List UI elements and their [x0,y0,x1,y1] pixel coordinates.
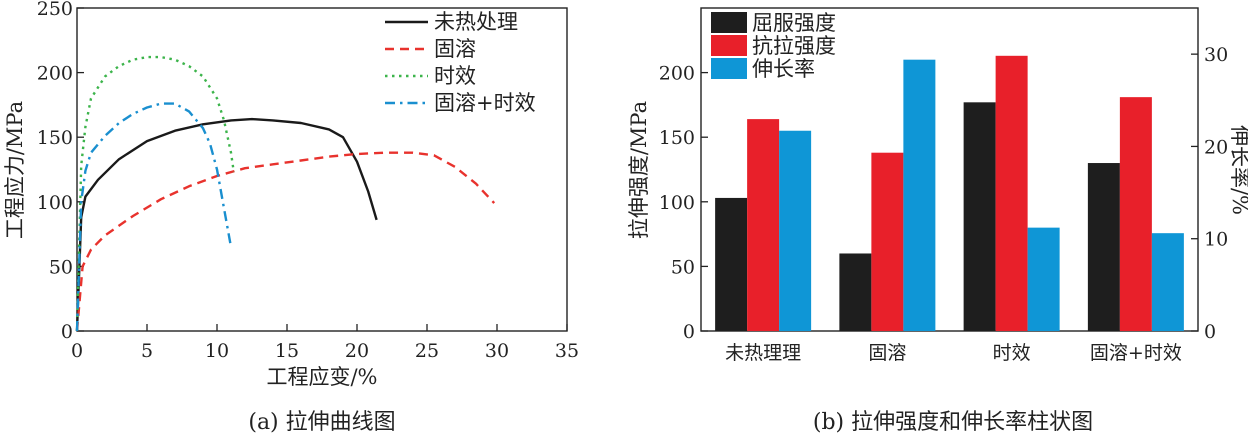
bar-1-1 [715,197,748,331]
line-chart-xtick-label: 5 [141,340,153,362]
bar-chart-y2tick-label: 10 [1204,229,1228,251]
bar-2-2 [871,152,904,331]
line-chart-ytick-label: 100 [37,192,73,214]
line-chart-xtick-label: 25 [415,340,439,362]
line-chart-series-group [75,55,496,332]
line-series-1 [75,117,378,332]
legend-label: 抗拉强度 [752,34,836,58]
line-chart-plot-frame [76,7,568,332]
bar-chart-category-label: 时效 [993,342,1031,364]
bar-chart-ytick-label: 100 [659,192,695,214]
bar-2-3 [995,55,1028,331]
bar-1-4 [1087,163,1120,331]
legend-swatch [711,58,747,79]
bar-3-1 [779,130,812,331]
bar-1-2 [839,253,872,331]
legend-label: 屈服强度 [752,11,836,35]
line-chart-xtick-label: 30 [485,340,509,362]
legend-label: 固溶+时效 [434,91,536,115]
line-chart-ytick-label: 50 [49,256,73,278]
line-chart-xtick-label: 35 [555,340,579,362]
bar-chart-caption: (b) 拉伸强度和伸长率柱状图 [813,410,1093,435]
line-chart-ylabel: 工程应力/MPa [3,101,27,239]
bar-chart-y2tick-label: 20 [1204,136,1228,158]
line-chart-ytick-label: 200 [37,63,73,85]
line-chart-ytick-label: 150 [37,127,73,149]
legend-label: 未热处理 [434,10,518,34]
bar-chart-category-label: 固溶 [868,342,906,364]
bar-chart-ytick-label: 50 [671,256,695,278]
bar-3-3 [1027,227,1060,331]
line-chart-xtick-label: 10 [205,340,229,362]
legend-swatch [711,12,747,33]
line-chart-xlabel: 工程应变/% [266,365,377,389]
line-chart-xtick-label: 20 [345,340,369,362]
bar-chart-ytick-label: 200 [659,63,695,85]
bar-chart-y2tick-label: 30 [1204,44,1228,66]
bar-chart-ytick-label: 150 [659,127,695,149]
bar-chart-bars-group [715,55,1184,332]
legend-label: 伸长率 [752,57,815,81]
bar-chart: 0 50 100 150 200 0 10 20 30 未热理理 固溶 时效 固溶+时效 屈服强度抗拉强… [627,7,1248,435]
line-chart-caption: (a) 拉伸曲线图 [248,410,395,435]
bar-chart-ylabel: 拉伸强度/MPa [627,101,651,239]
line-series-3 [75,55,235,332]
line-chart-xtick-label: 15 [275,340,299,362]
bar-2-4 [1119,97,1152,331]
legend-label: 固溶 [434,37,476,61]
bar-chart-ytick-label: 0 [683,321,695,343]
line-chart-ticks: 0 5 10 15 20 25 30 35 0 50 100 150 200 250 [37,0,579,362]
bar-3-2 [903,59,936,332]
line-series-2 [75,151,496,332]
bar-chart-category-label: 未热理理 [725,342,801,364]
line-chart: 0 5 10 15 20 25 30 35 0 50 100 150 200 250 未热处理固溶时效固溶… [3,0,579,435]
legend-label: 时效 [434,64,476,88]
bar-chart-y2label: 伸长率/% [1228,125,1248,215]
bar-chart-category-label: 固溶+时效 [1090,342,1182,364]
line-chart-xtick-label: 0 [71,340,83,362]
line-chart-ytick-label: 250 [37,0,73,20]
legend-swatch [711,35,747,56]
line-chart-ytick-label: 0 [61,321,73,343]
bar-chart-ticks: 0 50 100 150 200 0 10 20 30 未热理理 固溶 时效 固溶+时效 [659,44,1228,364]
bar-chart-y2tick-label: 0 [1204,321,1216,343]
bar-1-3 [963,102,996,331]
bar-3-4 [1151,233,1184,331]
bar-chart-plot-frame [700,7,1199,332]
bar-2-1 [747,119,780,331]
